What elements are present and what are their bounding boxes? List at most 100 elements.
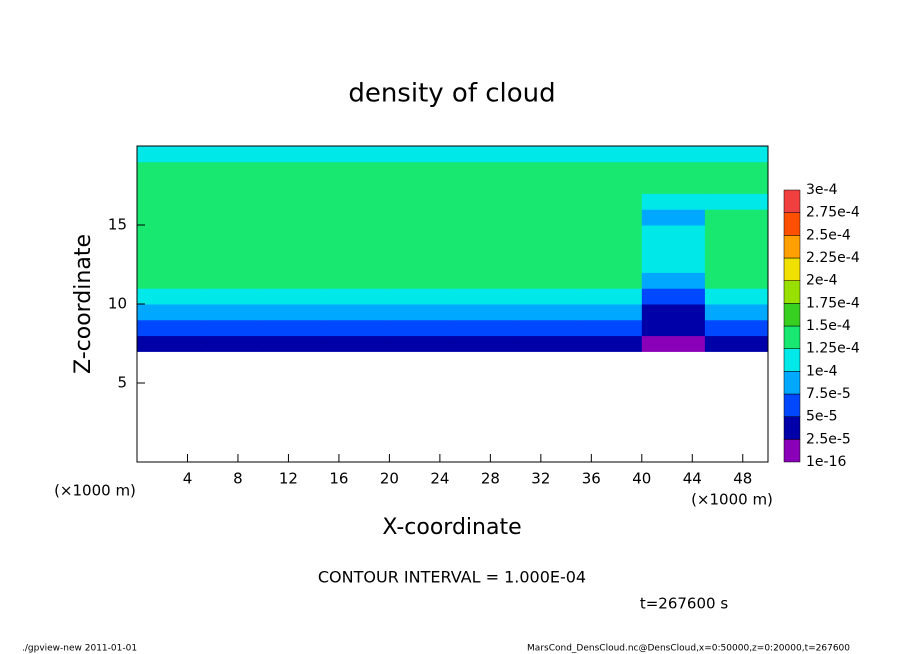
cell: [326, 272, 390, 289]
cell: [326, 193, 390, 210]
cell: [578, 225, 643, 242]
cell: [263, 304, 327, 321]
cell: [200, 146, 264, 163]
cell: [452, 335, 517, 352]
cell: [137, 225, 201, 242]
cell: [263, 146, 327, 163]
x-tick-label: 48: [733, 470, 752, 488]
x-tick-label: 28: [481, 470, 500, 488]
cell: [326, 146, 390, 163]
cell: [578, 319, 643, 337]
cell: [452, 240, 517, 258]
field: [137, 146, 769, 352]
cell: [389, 177, 453, 194]
cell: [578, 288, 643, 305]
y-tick-label: 15: [108, 216, 127, 234]
colorbar-box: [783, 212, 801, 236]
cell: [263, 288, 327, 305]
footer-right: MarsCond_DensCloud.nc@DensCloud,x=0:5000…: [527, 644, 850, 654]
colorbar-label: 1e-16: [806, 454, 846, 470]
y-tick-label: 5: [117, 374, 127, 392]
cell: [641, 256, 706, 273]
cell: [515, 256, 580, 273]
cell: [452, 161, 517, 179]
cell: [578, 240, 643, 258]
cell: [515, 319, 580, 337]
cell: [515, 304, 580, 321]
cell: [389, 161, 453, 179]
colorbar-box: [783, 235, 801, 259]
cell: [452, 146, 517, 163]
cell: [389, 272, 453, 289]
x-tick-label: 20: [380, 470, 399, 488]
cell: [137, 146, 201, 163]
colorbar-label: 1.25e-4: [806, 341, 860, 357]
colorbar-box: [783, 189, 801, 213]
cell: [704, 272, 769, 289]
cell: [704, 288, 769, 305]
cell: [704, 146, 769, 163]
cell: [389, 193, 453, 210]
cell: [452, 177, 517, 194]
cell: [704, 240, 769, 258]
cell: [578, 272, 643, 289]
colorbar-box: [783, 348, 801, 372]
cell: [200, 256, 264, 273]
cell: [452, 256, 517, 273]
colorbar-box: [783, 325, 801, 349]
cell: [200, 304, 264, 321]
cell: [200, 161, 264, 179]
x-tick-label: 16: [329, 470, 348, 488]
cell: [452, 304, 517, 321]
cell: [641, 272, 706, 289]
colorbar-label: 2.75e-4: [806, 205, 860, 221]
cell: [641, 193, 706, 210]
cell: [200, 240, 264, 258]
cell: [704, 319, 769, 337]
cell: [326, 288, 390, 305]
x-tick-label: 4: [183, 470, 193, 488]
cell: [389, 240, 453, 258]
cell: [137, 304, 201, 321]
cell: [263, 319, 327, 337]
cell: [578, 209, 643, 226]
y-tick-label: 10: [108, 295, 127, 313]
cell: [515, 177, 580, 194]
cell: [200, 177, 264, 194]
cell: [641, 288, 706, 305]
cell: [389, 209, 453, 226]
colorbar-label: 2e-4: [806, 273, 838, 289]
cell: [137, 335, 201, 352]
cell: [389, 225, 453, 242]
cell: [263, 193, 327, 210]
cell: [704, 193, 769, 210]
cell: [263, 161, 327, 179]
cell: [326, 335, 390, 352]
cell: [515, 161, 580, 179]
cell: [515, 146, 580, 163]
cell: [200, 225, 264, 242]
contour-note: CONTOUR INTERVAL = 1.000E-04: [318, 568, 586, 587]
cell: [641, 335, 706, 352]
cell: [389, 146, 453, 163]
y-axis-label: Z-coordinate: [71, 234, 96, 374]
cell: [641, 304, 706, 321]
cell: [515, 225, 580, 242]
colorbar-label: 2.5e-5: [806, 431, 851, 447]
y-unit: (×1000 m): [54, 482, 136, 500]
cell: [704, 256, 769, 273]
cell: [578, 304, 643, 321]
cell: [389, 256, 453, 273]
colorbar-label: 2.25e-4: [806, 250, 860, 266]
x-axis-label: X-coordinate: [382, 515, 521, 540]
colorbar-box: [783, 371, 801, 395]
cell: [578, 177, 643, 194]
cell: [326, 225, 390, 242]
cell: [452, 272, 517, 289]
colorbar-box: [783, 393, 801, 417]
x-tick-label: 12: [279, 470, 298, 488]
cell: [137, 256, 201, 273]
cell: [137, 161, 201, 179]
x-tick-label: 36: [582, 470, 601, 488]
